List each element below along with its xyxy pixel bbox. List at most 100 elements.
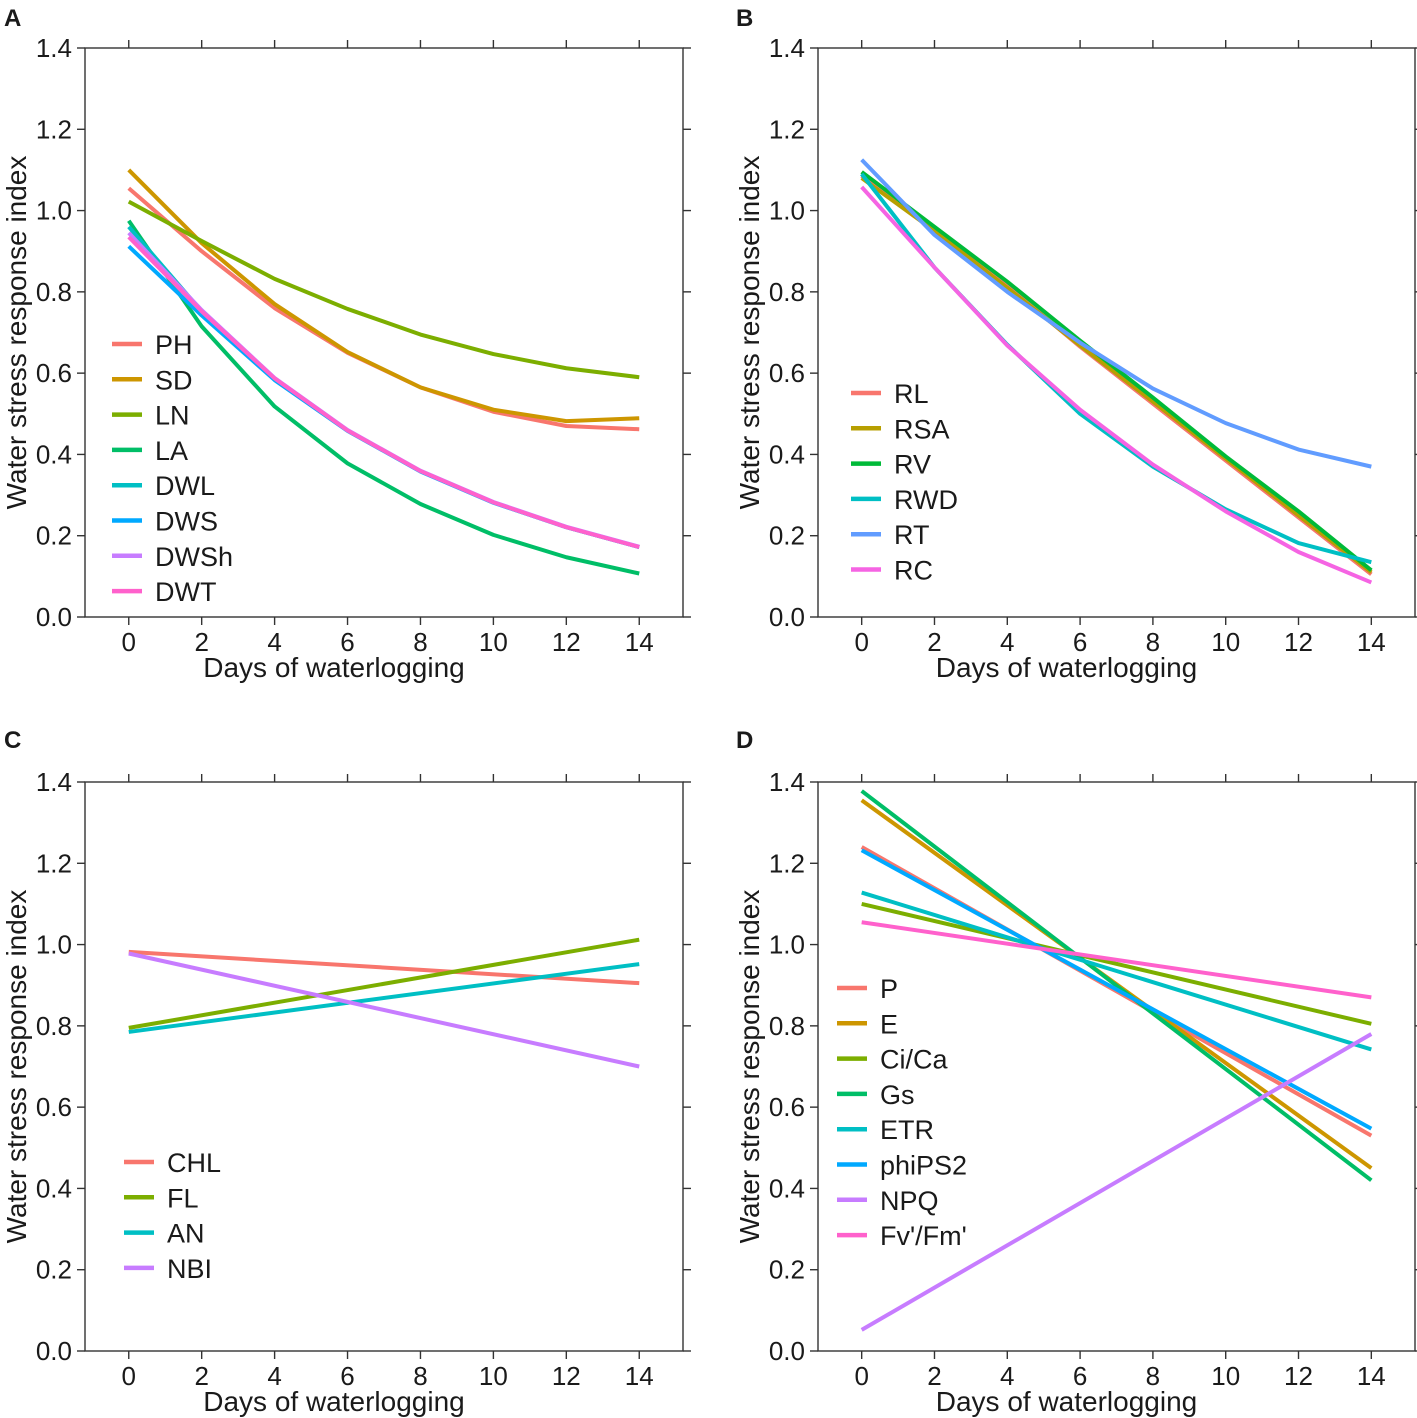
panel-b-frame: [817, 47, 1416, 618]
panel-d-ytick-label: 1.2: [769, 848, 805, 878]
panel-d-series-group: [860, 789, 1373, 1332]
panel-d-series-gs: [860, 789, 1373, 1182]
panel-a-x-axis-title: Days of waterlogging: [203, 652, 464, 683]
panel-a-letter: A: [4, 5, 21, 32]
panel-a-series-sd: [127, 168, 640, 424]
panel-b-x-axis-title: Days of waterlogging: [936, 652, 1197, 683]
panel-d-xtick-label: 4: [1000, 1361, 1014, 1391]
panel-c-series-chl: [128, 949, 640, 986]
panel-d-series-ci-ca: [861, 901, 1372, 1026]
panel-a-xtick-label: 0: [122, 627, 136, 657]
panel-d-legend-label-npq: NPQ: [880, 1186, 939, 1216]
panel-a-legend-label-sd: SD: [155, 365, 193, 395]
panel-d-ytick-label: 0.8: [769, 1011, 805, 1041]
panel-d-ytick-label: 0.0: [769, 1336, 805, 1366]
panel-b-series-rc: [860, 185, 1373, 585]
panel-c-legend-label-an: AN: [167, 1219, 205, 1249]
panel-d-series-etr: [861, 890, 1372, 1052]
panel-b-legend: RL RSA RV RWD RT RC: [851, 379, 958, 586]
panel-d-series-fv-fm: [861, 920, 1372, 1000]
panel-b-series-rt: [860, 158, 1372, 469]
panel-a-legend-label-ln: LN: [155, 401, 190, 431]
panel-c-ytick-label: 1.4: [36, 767, 72, 797]
panel-c-legend: CHL FL AN NBI: [124, 1148, 221, 1284]
panel-a-frame: [84, 47, 684, 618]
panel-c-series-fl: [128, 937, 640, 1030]
panel-d-xtick-label: 6: [1073, 1361, 1087, 1391]
panel-d-letter: D: [736, 727, 753, 754]
panel-a-xtick-label: 12: [552, 627, 581, 657]
panel-a-legend-label-dwsh: DWSh: [155, 542, 233, 572]
panel-b-xtick-label: 0: [854, 627, 868, 657]
panel-c-xtick-label: 6: [340, 1361, 354, 1391]
panel-a-y-axis-title: Water stress response index: [1, 156, 32, 510]
panel-b-ytick-label: 1.4: [769, 33, 805, 63]
panel-d-x-axis-title: Days of waterlogging: [936, 1386, 1197, 1417]
panel-a-xtick-label: 10: [479, 627, 508, 657]
panel-a-xtick-label: 14: [625, 627, 654, 657]
panel-d-xtick-label: 14: [1357, 1361, 1386, 1391]
panel-d-legend: PE Ci/Ca Gs ETR phiPS2 NPQ Fv'/Fm': [837, 974, 967, 1251]
panel-a-series-la: [127, 219, 640, 576]
panel-d-ytick-label: 1.0: [769, 930, 805, 960]
panel-c-series-group: [128, 937, 640, 1069]
panel-b-series-rsa: [860, 176, 1373, 574]
panel-c-ytick-label: 1.0: [36, 930, 72, 960]
panel-a-legend-label-ph: PH: [155, 330, 193, 360]
panel-c-ytick-label: 0.8: [36, 1011, 72, 1041]
panel-b-xtick-label: 2: [927, 627, 941, 657]
panel-a-xtick-label: 8: [413, 627, 427, 657]
panel-b-xtick-label: 10: [1211, 627, 1240, 657]
panel-c-letter: C: [4, 727, 21, 754]
panel-b-xtick-label: 12: [1284, 627, 1313, 657]
panel-a-series-dwt: [127, 235, 640, 550]
panel-b-xtick-label: 6: [1073, 627, 1087, 657]
panel-d-legend-label-gs: Gs: [880, 1080, 915, 1110]
panel-d-xtick-label: 8: [1146, 1361, 1160, 1391]
panel-d-frame: [817, 781, 1416, 1352]
panel-b-ytick-label: 0.4: [769, 439, 805, 469]
panel-d-ytick-label: 0.2: [769, 1255, 805, 1285]
panel-b-ytick-label: 0.0: [769, 602, 805, 632]
panel-a-series-ln: [127, 199, 640, 380]
panel-a-legend-label-la: LA: [155, 436, 188, 466]
panel-b-series-rv: [860, 170, 1373, 572]
panel-d-ytick-label: 1.4: [769, 767, 805, 797]
panel-a-legend-label-dwl: DWL: [155, 471, 215, 501]
panel-c-frame: [84, 781, 684, 1352]
panel-a-series-ph: [127, 186, 640, 432]
panel-d-legend-label-ci-ca: Ci/Ca: [880, 1045, 948, 1075]
panel-c-legend-label-fl: FL: [167, 1183, 199, 1213]
panel-c-xtick-label: 4: [267, 1361, 281, 1391]
panel-c-ytick-label: 1.2: [36, 848, 72, 878]
panel-b-y-axis-title: Water stress response index: [734, 156, 765, 510]
panel-c-xtick-label: 8: [413, 1361, 427, 1391]
panel-c-ytick-label: 0.6: [36, 1092, 72, 1122]
panel-a-xtick-label: 4: [267, 627, 281, 657]
panel-d: D 0.0 0.2 0.4 0.6 0.8 1.0 1.2 1.4 0 2 4 6 8 10 12 14 Days…: [734, 727, 1417, 1417]
panel-c-ytick-label: 0.2: [36, 1255, 72, 1285]
panel-d-ytick-label: 0.4: [769, 1173, 805, 1203]
panel-d-series-npq: [860, 1032, 1373, 1332]
panel-b-xtick-label: 8: [1146, 627, 1160, 657]
panel-b-legend-label-rt: RT: [894, 520, 930, 550]
panel-c-xtick-label: 2: [194, 1361, 208, 1391]
panel-b-ytick-label: 0.6: [769, 358, 805, 388]
panel-d-y-axis-title: Water stress response index: [734, 890, 765, 1244]
panel-d-xtick-label: 2: [927, 1361, 941, 1391]
panel-a-series-dws: [127, 244, 640, 550]
panel-d-series-phips2: [860, 848, 1373, 1131]
panel-a-ytick-label: 1.0: [36, 196, 72, 226]
panel-b-legend-label-rl: RL: [894, 379, 929, 409]
panel-d-xtick-label: 0: [854, 1361, 868, 1391]
panel-d-legend-label-phips2: phiPS2: [880, 1151, 967, 1181]
panel-d-ytick-label: 0.6: [769, 1092, 805, 1122]
panel-c-ytick-label: 0.4: [36, 1173, 72, 1203]
panel-c-xtick-label: 0: [122, 1361, 136, 1391]
panel-a-ytick-label: 1.2: [36, 114, 72, 144]
panel-b-legend-label-rc: RC: [894, 556, 933, 586]
panel-a-xtick-label: 6: [340, 627, 354, 657]
panel-d-xtick-label: 10: [1211, 1361, 1240, 1391]
panel-d-legend-label-fv-fm: Fv'/Fm': [880, 1221, 967, 1251]
